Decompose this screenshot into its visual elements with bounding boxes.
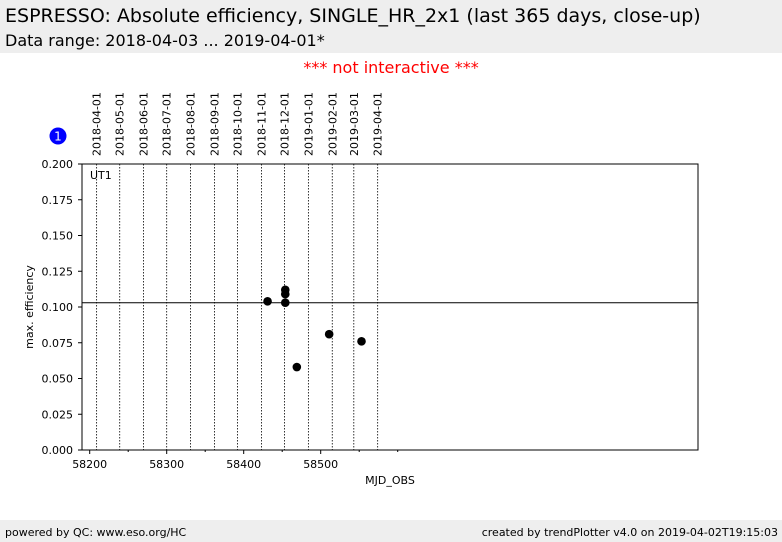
x-tick-label: 58300 — [149, 458, 184, 471]
x-tick-label: 58400 — [226, 458, 261, 471]
x-tick-label: 58200 — [72, 458, 107, 471]
y-tick-label: 0.025 — [42, 408, 74, 421]
data-range-subtitle: Data range: 2018-04-03 ... 2019-04-01* — [5, 31, 325, 50]
date-marker-label: 2018-10-01 — [232, 92, 245, 156]
footer-credit: powered by QC: www.eso.org/HC — [5, 526, 187, 539]
y-tick-label: 0.200 — [42, 158, 74, 171]
date-marker-label: 2018-07-01 — [161, 92, 174, 156]
data-point — [280, 289, 290, 299]
date-marker-label: 2018-09-01 — [208, 92, 221, 156]
date-marker-label: 2019-04-01 — [372, 92, 385, 156]
date-marker-label: 2019-03-01 — [348, 92, 361, 156]
page-title: ESPRESSO: Absolute efficiency, SINGLE_HR… — [5, 5, 701, 27]
plot-frame — [81, 163, 699, 451]
y-tick-label: 0.150 — [42, 230, 74, 243]
date-marker-label: 2018-12-01 — [279, 92, 292, 156]
date-marker-label: 2019-01-01 — [302, 92, 315, 156]
date-marker-label: 2018-08-01 — [185, 92, 198, 156]
data-point — [280, 298, 290, 308]
data-point — [263, 296, 272, 306]
date-marker-label: 2018-06-01 — [138, 92, 151, 156]
date-marker-label: 2018-05-01 — [114, 92, 127, 156]
y-tick-label: 0.100 — [42, 301, 74, 314]
panel-label: UT1 — [90, 169, 112, 182]
y-tick-label: 0.075 — [42, 337, 74, 350]
date-marker-label: 2018-04-01 — [91, 92, 104, 156]
data-point — [357, 337, 366, 346]
y-axis-label: max. efficiency — [23, 265, 36, 349]
footer-created-by: created by trendPlotter v4.0 on 2019-04-… — [481, 526, 778, 539]
data-point — [324, 329, 334, 339]
header-bar: ESPRESSO: Absolute efficiency, SINGLE_HR… — [0, 0, 782, 53]
y-tick-label: 0.175 — [42, 194, 74, 207]
y-tick-label: 0.000 — [42, 444, 74, 457]
panel-number-badge — [49, 127, 67, 145]
data-point — [292, 362, 302, 372]
y-tick-label: 0.050 — [42, 373, 74, 386]
x-tick-label: 58500 — [303, 458, 338, 471]
y-tick-label: 0.125 — [42, 265, 74, 278]
x-axis-label: MJD_OBS — [365, 474, 415, 487]
footer-bar: powered by QC: www.eso.org/HC created by… — [0, 520, 782, 542]
date-marker-label: 2018-11-01 — [255, 92, 268, 156]
panel-number-badge-label: 1 — [54, 130, 62, 144]
date-marker-label: 2019-02-01 — [326, 92, 339, 156]
not-interactive-notice: *** not interactive *** — [303, 58, 479, 77]
